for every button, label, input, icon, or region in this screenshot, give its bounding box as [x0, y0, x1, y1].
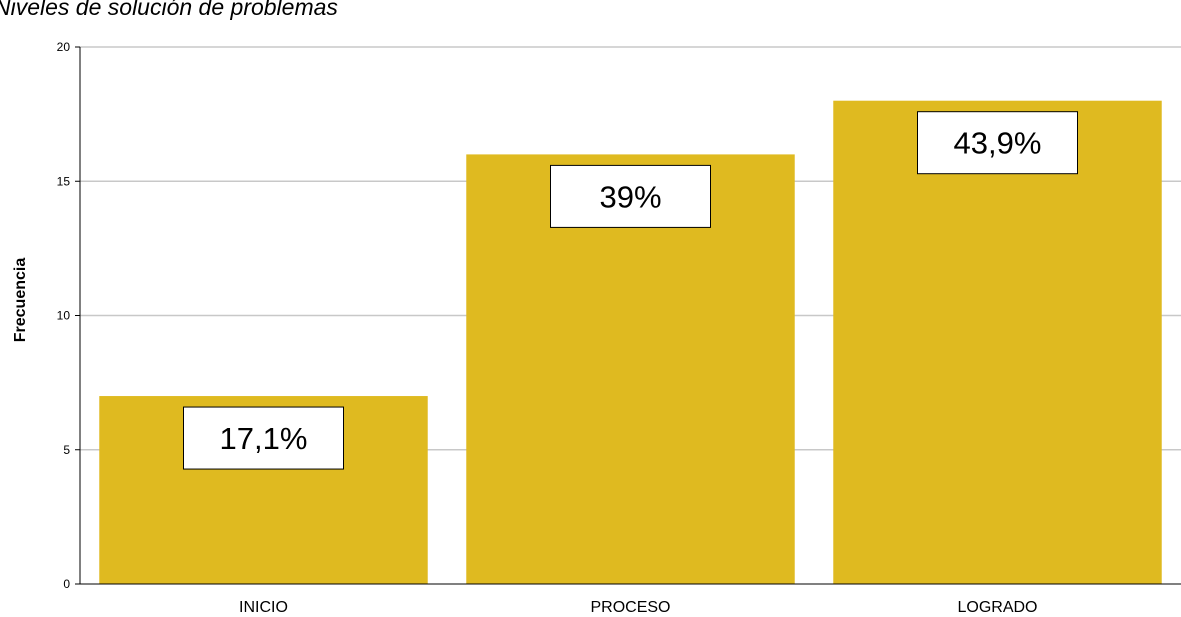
data-label: 43,9% — [954, 126, 1042, 161]
data-label-box — [550, 164, 711, 228]
x-tick-label: INICIO — [239, 599, 288, 616]
y-tick-label: 10 — [57, 309, 71, 323]
data-label: 39% — [599, 179, 661, 214]
x-tick-label: LOGRADO — [957, 599, 1037, 616]
y-tick-label: 5 — [63, 443, 70, 457]
data-label: 17,1% — [220, 421, 308, 456]
chart-title: Niveles de solución de problemas — [0, 0, 338, 20]
data-label-box — [917, 111, 1078, 175]
y-tick-label: 0 — [63, 577, 70, 591]
y-tick-label: 15 — [57, 174, 71, 188]
axes: 0 5 10 15 20 INICIO PROCESO LOGRADO — [57, 40, 1181, 616]
y-tick-label: 20 — [57, 40, 71, 54]
y-axis-label: Frecuencia — [12, 258, 29, 343]
bar-logrado — [833, 100, 1162, 584]
x-tick-label: PROCESO — [590, 599, 670, 616]
data-label-box — [183, 406, 344, 470]
data-labels: 17,1% 39% 43,9% — [183, 111, 1078, 470]
